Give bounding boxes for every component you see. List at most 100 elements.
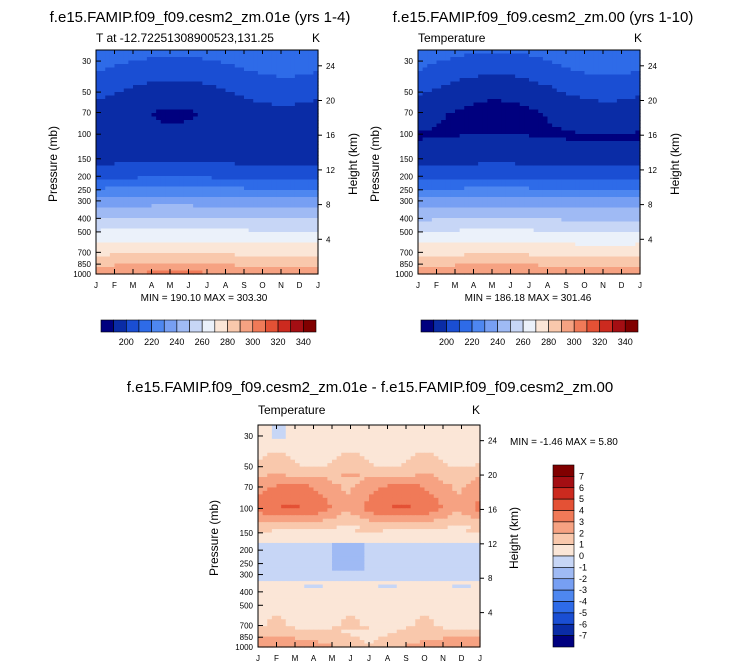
field-cell xyxy=(114,109,120,114)
field-cell xyxy=(128,151,134,156)
field-cell xyxy=(529,165,535,170)
field-cell xyxy=(244,158,250,163)
field-cell xyxy=(598,64,604,69)
field-cell xyxy=(170,78,176,83)
field-cell xyxy=(276,263,282,268)
field-cell xyxy=(248,179,254,184)
field-cell xyxy=(100,130,106,135)
field-cell xyxy=(285,186,291,191)
field-cell xyxy=(123,141,129,146)
field-cell xyxy=(589,60,595,65)
field-cell xyxy=(524,127,530,132)
field-cell xyxy=(607,123,613,128)
field-cell xyxy=(533,151,539,156)
field-cell xyxy=(459,88,465,93)
field-cell xyxy=(183,270,190,275)
field-cell xyxy=(603,81,609,86)
field-cell xyxy=(248,99,254,104)
field-cell xyxy=(156,197,162,202)
field-cell xyxy=(418,78,424,83)
field-cell xyxy=(100,225,106,230)
field-cell xyxy=(635,120,641,125)
field-cell xyxy=(566,88,572,93)
field-cell xyxy=(193,148,199,153)
field-cell xyxy=(183,162,190,167)
field-cell xyxy=(308,116,314,121)
field-cell xyxy=(211,74,217,79)
field-cell xyxy=(248,148,254,153)
field-cell xyxy=(151,172,157,177)
field-cell xyxy=(160,158,166,163)
field-cell xyxy=(271,123,277,128)
field-cell xyxy=(575,60,581,65)
field-cell xyxy=(197,249,203,254)
field-cell xyxy=(579,106,586,111)
field-cell xyxy=(183,113,190,118)
field-cell xyxy=(197,176,203,181)
field-cell xyxy=(119,60,125,65)
field-cell xyxy=(137,235,143,240)
field-cell xyxy=(225,78,231,83)
field-cell xyxy=(589,88,595,93)
field-cell xyxy=(294,57,301,62)
field-cell xyxy=(244,235,250,240)
field-cell xyxy=(547,102,553,107)
field-cell xyxy=(123,242,129,247)
field-cell xyxy=(100,158,106,163)
field-cell xyxy=(630,134,636,139)
field-cell xyxy=(151,235,157,240)
field-cell xyxy=(151,116,157,121)
field-cell xyxy=(133,235,139,240)
field-cell xyxy=(542,99,549,104)
field-cell xyxy=(313,53,319,58)
field-cell xyxy=(193,109,199,114)
field-cell xyxy=(276,106,282,111)
field-cell xyxy=(468,158,475,163)
field-cell xyxy=(630,137,636,142)
field-cell xyxy=(459,113,465,118)
field-cell xyxy=(267,116,273,121)
field-cell xyxy=(561,50,567,55)
field-cell xyxy=(276,249,282,254)
field-cell xyxy=(225,141,231,146)
field-cell xyxy=(100,141,106,146)
field-cell xyxy=(575,102,581,107)
field-cell xyxy=(607,95,613,100)
field-cell xyxy=(496,99,502,104)
field-cell xyxy=(257,148,264,153)
field-cell xyxy=(239,71,245,76)
field-cell xyxy=(216,214,222,219)
field-cell xyxy=(294,204,301,209)
field-cell xyxy=(271,207,277,212)
field-cell xyxy=(561,127,567,132)
field-cell xyxy=(253,53,259,58)
field-cell xyxy=(478,158,484,163)
field-cell xyxy=(151,92,157,97)
field-cell xyxy=(165,235,171,240)
field-cell xyxy=(556,109,562,114)
field-cell xyxy=(276,200,282,205)
field-cell xyxy=(533,64,539,69)
field-cell xyxy=(128,207,134,212)
field-cell xyxy=(262,193,268,198)
field-cell xyxy=(538,85,544,90)
field-cell xyxy=(174,256,180,261)
field-cell xyxy=(304,270,310,275)
field-cell xyxy=(519,123,525,128)
field-cell xyxy=(579,141,586,146)
field-cell xyxy=(294,78,301,83)
field-cell xyxy=(248,158,254,163)
field-cell xyxy=(294,155,301,160)
field-cell xyxy=(220,50,227,55)
field-cell xyxy=(566,123,572,128)
field-cell xyxy=(308,246,314,251)
field-cell xyxy=(538,148,544,153)
field-cell xyxy=(170,67,176,72)
field-cell xyxy=(174,88,180,93)
field-cell xyxy=(547,137,553,142)
field-cell xyxy=(230,109,236,114)
field-cell xyxy=(170,57,176,62)
field-cell xyxy=(179,162,185,167)
field-cell xyxy=(220,88,227,93)
field-cell xyxy=(552,64,558,69)
